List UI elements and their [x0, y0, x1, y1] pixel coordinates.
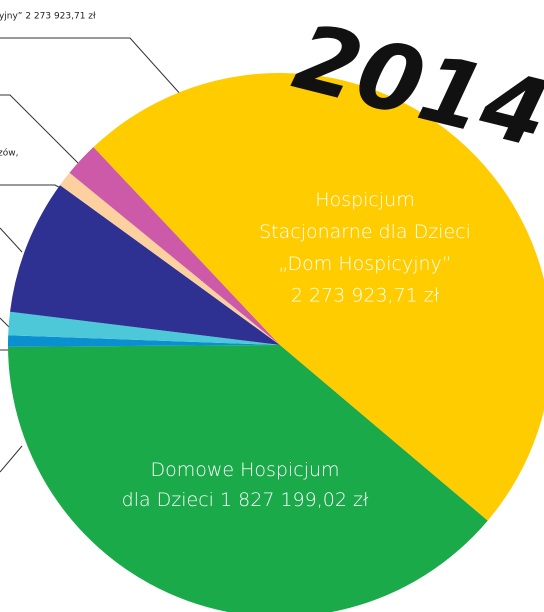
slice-label-line: Stacjonarne dla Dzieci	[259, 221, 471, 243]
annotation: zów,	[0, 148, 18, 159]
leader-line	[0, 445, 23, 473]
leader-line	[0, 227, 23, 253]
slice-label: Domowe Hospicjum	[150, 459, 339, 481]
slice-label: dla Dzieci 1 827 199,02 zł	[122, 489, 369, 511]
pie-slice	[7, 335, 280, 347]
leader-line	[0, 37, 183, 97]
pie-slice	[59, 172, 281, 345]
leader-line	[0, 94, 81, 166]
pie	[7, 72, 544, 612]
pie-slice	[93, 72, 544, 521]
annotation: cyjny” 2 273 923,71 zł	[0, 12, 96, 22]
slice-label-line: Domowe Hospicjum	[150, 459, 339, 481]
pie-slice	[10, 185, 281, 345]
pie-slice	[8, 345, 488, 612]
slice-label-line: Hospicjum	[315, 189, 414, 211]
pie-slice	[8, 311, 280, 345]
leader-lines	[0, 37, 183, 473]
value-label: 1 827 199,02 zł	[220, 489, 369, 511]
slice-label: Hospicjum	[315, 189, 414, 211]
slice-label-line: „Dom Hospicyjny”	[278, 253, 451, 275]
pie-slice	[69, 147, 280, 345]
slice-label-line: dla Dzieci	[122, 489, 214, 511]
slice-label: Stacjonarne dla Dzieci	[259, 221, 471, 243]
slice-label: „Dom Hospicyjny”	[278, 253, 451, 275]
value-label: 2 273 923,71 zł	[291, 285, 440, 307]
